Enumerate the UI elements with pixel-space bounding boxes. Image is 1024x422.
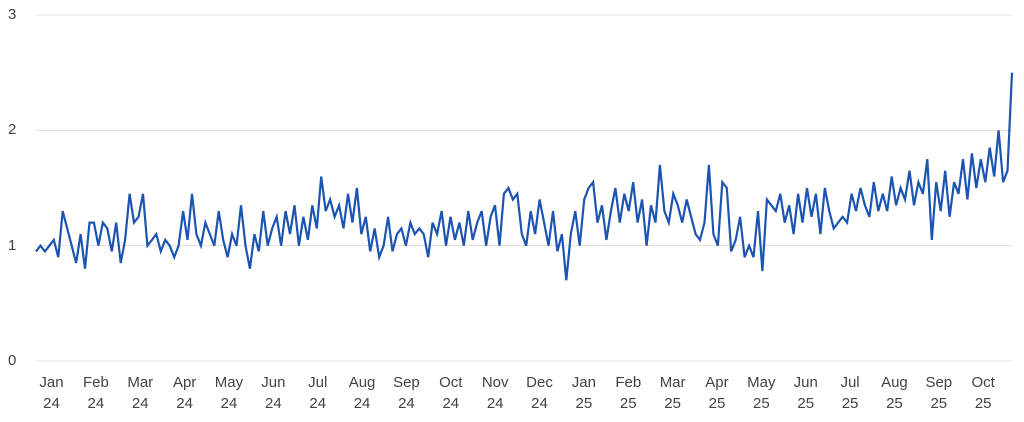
x-tick-label: Oct 24 xyxy=(439,374,463,412)
x-tick-label: Jul 25 xyxy=(840,374,860,412)
x-tick-label: Aug 25 xyxy=(881,374,908,412)
x-tick-label: Jun 25 xyxy=(793,374,818,412)
y-tick-label: 0 xyxy=(8,352,17,369)
x-tick-label: Sep 25 xyxy=(925,374,953,412)
x-tick-label: Nov 24 xyxy=(481,374,509,412)
x-tick-label: Jul 24 xyxy=(308,374,328,412)
x-tick-label: Sep 24 xyxy=(393,374,420,412)
x-tick-label: Feb 25 xyxy=(615,374,642,412)
y-tick-label: 2 xyxy=(8,121,17,139)
line-series xyxy=(35,72,1014,281)
x-tick-label: Mar 25 xyxy=(659,374,686,412)
x-tick-label: Jan 24 xyxy=(39,374,64,412)
x-tick-label: May 25 xyxy=(747,374,776,412)
x-tick-label: May 24 xyxy=(214,374,244,412)
x-tick-label: Aug 24 xyxy=(348,374,376,412)
x-tick-label: Jun 24 xyxy=(261,374,286,412)
x-tick-label: Apr 25 xyxy=(705,374,729,412)
y-tick-label: 3 xyxy=(8,6,17,23)
x-tick-label: Dec 24 xyxy=(526,374,553,412)
x-tick-label: Apr 24 xyxy=(172,374,197,412)
x-tick-label: Oct 25 xyxy=(971,374,995,412)
x-tick-label: Feb 24 xyxy=(82,374,109,412)
x-tick-label: Jan 25 xyxy=(571,374,596,412)
x-tick-label: Mar 24 xyxy=(127,374,154,412)
y-tick-label: 1 xyxy=(8,236,17,254)
